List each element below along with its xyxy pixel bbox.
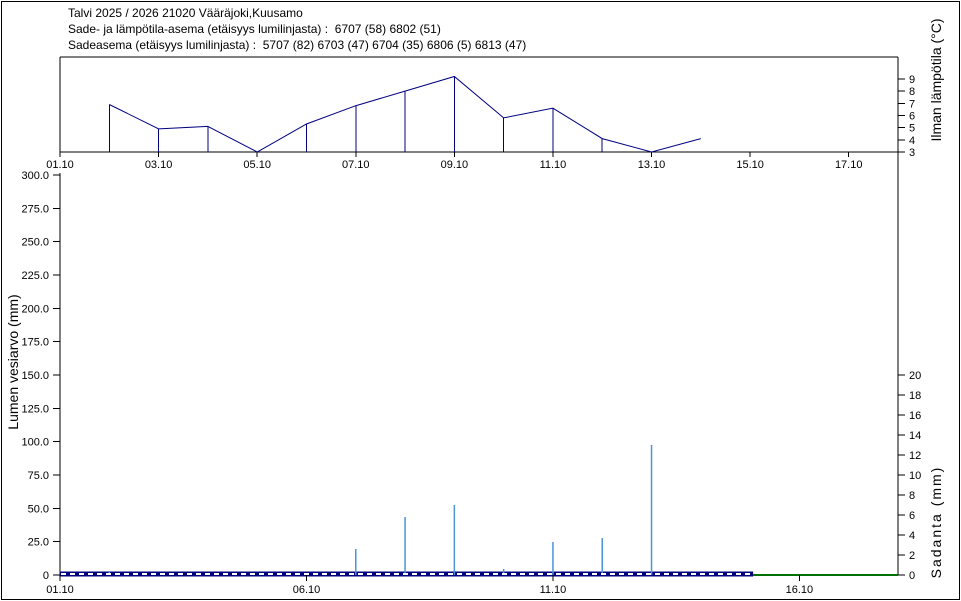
swe-y-tick-label: 275.0 xyxy=(21,203,49,215)
precipitation-y-tick-label: 18 xyxy=(909,390,921,402)
bottom-x-tick-label: 01.10 xyxy=(46,584,74,596)
top-x-tick-label: 17.10 xyxy=(835,159,863,171)
swe-y-tick-label: 200.0 xyxy=(21,303,49,315)
temperature-y-tick-label: 5 xyxy=(909,123,915,135)
temperature-y-tick-label: 7 xyxy=(909,98,915,110)
precipitation-y-tick-label: 16 xyxy=(909,410,921,422)
top-x-tick-label: 15.10 xyxy=(736,159,764,171)
chart-title: Talvi 2025 / 2026 21020 Vääräjoki,Kuusam… xyxy=(68,6,303,20)
swe-y-tick-label: 300.0 xyxy=(21,170,49,182)
precipitation-y-tick-label: 6 xyxy=(909,510,915,522)
temperature-y-tick-label: 3 xyxy=(909,147,915,159)
bottom-x-tick-label: 11.10 xyxy=(540,584,567,596)
precipitation-bar xyxy=(453,505,456,575)
swe-y-tick-label: 75.0 xyxy=(28,470,49,482)
precipitation-y-tick-label: 0 xyxy=(909,570,915,582)
precipitation-bar xyxy=(355,549,357,575)
precipitation-bar xyxy=(404,517,406,575)
temperature-y-tick-label: 8 xyxy=(909,86,915,98)
top-x-tick-label: 05.10 xyxy=(243,159,271,171)
top-x-tick-label: 13.10 xyxy=(638,159,666,171)
top-x-tick-label: 11.10 xyxy=(540,159,567,171)
precipitation-axis-title: Sadanta (mm) xyxy=(928,465,944,579)
swe-axis-title: Lumen vesiarvo (mm) xyxy=(5,294,21,430)
temperature-y-tick-label: 9 xyxy=(909,74,915,86)
swe-y-tick-label: 150.0 xyxy=(21,370,49,382)
top-x-tick-label: 09.10 xyxy=(441,159,469,171)
swe-y-tick-label: 25.0 xyxy=(28,537,49,549)
temperature-y-tick-label: 6 xyxy=(909,110,915,122)
temperature-line xyxy=(109,75,701,153)
precipitation-y-tick-label: 20 xyxy=(909,370,921,382)
precipitation-bar xyxy=(552,542,554,575)
swe-y-tick-label: 0 xyxy=(43,570,49,582)
temperature-series xyxy=(108,75,701,153)
temperature-axis-title: Ilman lämpötila (°C) xyxy=(928,18,944,142)
bottom-x-tick-label: 06.10 xyxy=(293,584,321,596)
swe-y-tick-label: 50.0 xyxy=(28,503,49,515)
precipitation-y-tick-label: 2 xyxy=(909,550,915,562)
precipitation-y-tick-label: 4 xyxy=(909,530,915,542)
precipitation-bars xyxy=(108,445,653,575)
precipitation-bar xyxy=(650,445,653,575)
top-x-tick-label: 03.10 xyxy=(145,159,173,171)
swe-y-tick-label: 250.0 xyxy=(21,237,49,249)
precipitation-y-tick-label: 10 xyxy=(909,470,921,482)
swe-y-tick-label: 225.0 xyxy=(21,270,49,282)
swe-y-tick-label: 175.0 xyxy=(21,337,49,349)
precipitation-bar xyxy=(601,538,603,575)
swe-y-tick-label: 100.0 xyxy=(21,437,49,449)
top-x-tick-label: 07.10 xyxy=(342,159,370,171)
precipitation-bar xyxy=(502,569,505,575)
top-x-tick-label: 01.10 xyxy=(46,159,74,171)
temp-station-info-line: Sade- ja lämpötila-asema (etäisyys lumil… xyxy=(68,22,441,36)
precipitation-y-tick-label: 14 xyxy=(909,430,921,442)
rain-station-info-line: Sadeasema (etäisyys lumilinjasta) : 5707… xyxy=(68,38,527,52)
temperature-y-tick-label: 4 xyxy=(909,135,915,147)
precipitation-y-tick-label: 12 xyxy=(909,450,921,462)
precipitation-y-tick-label: 8 xyxy=(909,490,915,502)
bottom-x-tick-label: 16.10 xyxy=(786,584,814,596)
swe-y-tick-label: 125.0 xyxy=(21,403,49,415)
precipitation-bar xyxy=(108,571,111,575)
